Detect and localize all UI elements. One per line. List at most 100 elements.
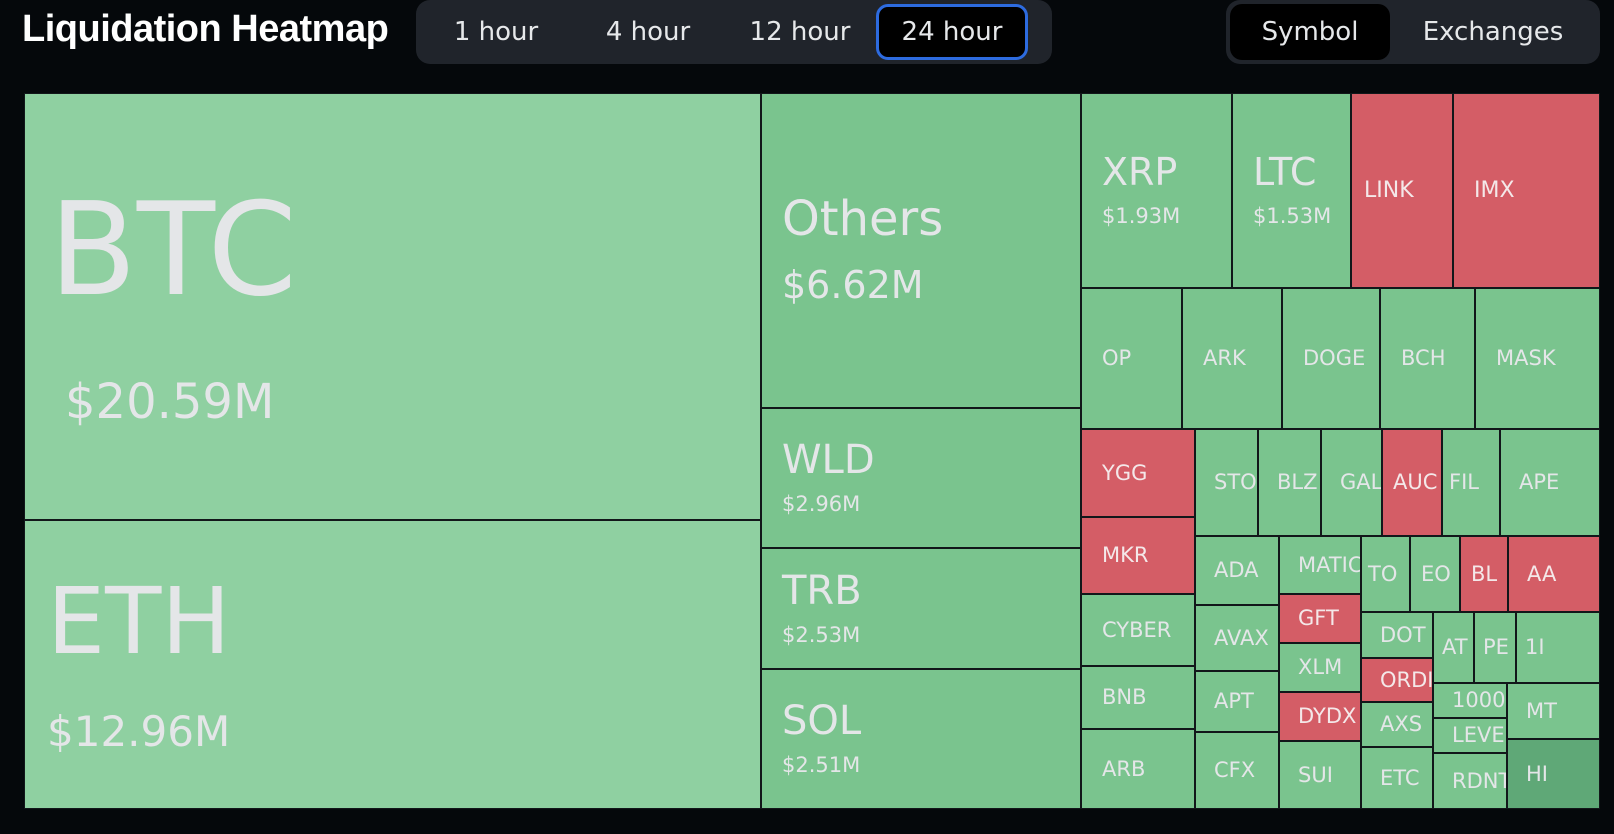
- tile-symbol: MATIC: [1298, 552, 1361, 577]
- tile-symbol: ADA: [1214, 558, 1259, 583]
- heatmap-tile-ada[interactable]: ADA: [1195, 536, 1279, 605]
- tile-symbol: GFT: [1298, 606, 1339, 631]
- tab-exchanges[interactable]: Exchanges: [1422, 17, 1564, 47]
- heatmap-tile-hi[interactable]: HI: [1507, 739, 1600, 809]
- tab-24-hour[interactable]: 24 hour: [876, 4, 1028, 60]
- heatmap-tile-ygg[interactable]: YGG: [1081, 429, 1195, 517]
- tile-symbol: TO: [1368, 561, 1398, 586]
- tile-symbol: STO: [1214, 470, 1257, 495]
- heatmap-tile-wld[interactable]: WLD $2.96M: [761, 408, 1081, 548]
- heatmap-tile-ordi[interactable]: ORDI: [1361, 658, 1433, 702]
- tile-symbol: LEVE: [1452, 723, 1505, 748]
- tile-value: $12.96M: [47, 706, 231, 756]
- heatmap-tile-bch[interactable]: BCH: [1380, 288, 1475, 429]
- heatmap-tile-mt[interactable]: MT: [1507, 683, 1600, 739]
- heatmap-tile-ark[interactable]: ARK: [1182, 288, 1282, 429]
- heatmap-tile-bl[interactable]: BL: [1460, 536, 1508, 612]
- heatmap-tile-aa[interactable]: AA: [1508, 536, 1600, 612]
- tile-symbol: XLM: [1298, 655, 1343, 680]
- heatmap-tile-xlm[interactable]: XLM: [1279, 643, 1361, 692]
- heatmap-tile-mkr[interactable]: MKR: [1081, 517, 1195, 594]
- heatmap-tile-matic[interactable]: MATIC: [1279, 536, 1361, 594]
- tile-symbol: SUI: [1298, 762, 1333, 787]
- heatmap-tile-xrp[interactable]: XRP $1.93M: [1081, 93, 1232, 288]
- heatmap-tile-sui[interactable]: SUI: [1279, 741, 1361, 809]
- heatmap-tile-mask[interactable]: MASK: [1475, 288, 1600, 429]
- heatmap-tile-eo[interactable]: EO: [1410, 536, 1460, 612]
- tile-symbol: MASK: [1496, 346, 1556, 371]
- heatmap-tile-1000s[interactable]: 1000S: [1433, 683, 1507, 718]
- tab-1-hour[interactable]: 1 hour: [453, 17, 539, 47]
- tile-symbol: IMX: [1474, 177, 1515, 203]
- tile-symbol: SOL: [782, 698, 862, 745]
- tile-symbol: APE: [1519, 470, 1560, 495]
- heatmap-tile-bnb[interactable]: BNB: [1081, 666, 1195, 729]
- heatmap-tile-leve[interactable]: LEVE: [1433, 718, 1507, 753]
- tile-symbol: FIL: [1449, 470, 1479, 495]
- heatmap-tile-at[interactable]: AT: [1433, 612, 1474, 683]
- heatmap-tile-apt[interactable]: APT: [1195, 671, 1279, 732]
- tile-symbol: ARK: [1203, 346, 1246, 371]
- heatmap-tile-link[interactable]: LINK: [1351, 93, 1453, 288]
- heatmap-tile-cyber[interactable]: CYBER: [1081, 594, 1195, 666]
- heatmap-tile-others[interactable]: Others $6.62M: [761, 93, 1081, 408]
- heatmap-tile-imx[interactable]: IMX: [1453, 93, 1600, 288]
- tile-symbol: ORDI: [1380, 667, 1433, 692]
- heatmap-tile-dydx[interactable]: DYDX: [1279, 692, 1361, 741]
- tile-symbol: MKR: [1102, 543, 1149, 568]
- tile-symbol: AT: [1442, 635, 1468, 660]
- heatmap-tile-avax[interactable]: AVAX: [1195, 605, 1279, 671]
- heatmap-tile-trb[interactable]: TRB $2.53M: [761, 548, 1081, 669]
- tile-symbol: HI: [1526, 761, 1548, 786]
- heatmap-tile-1i[interactable]: 1I: [1516, 612, 1600, 683]
- tile-symbol: GAL: [1340, 470, 1382, 495]
- tile-symbol: DYDX: [1298, 704, 1357, 729]
- heatmap-tile-rdnt[interactable]: RDNT: [1433, 753, 1507, 809]
- tile-value: $6.62M: [782, 263, 924, 308]
- heatmap-tile-to[interactable]: TO: [1361, 536, 1410, 612]
- heatmap-tile-ape[interactable]: APE: [1500, 429, 1600, 536]
- time-range-selector: 1 hour 4 hour 12 hour 24 hour: [416, 0, 1052, 64]
- tile-symbol: CFX: [1214, 758, 1256, 783]
- heatmap-tile-doge[interactable]: DOGE: [1282, 288, 1380, 429]
- heatmap-tile-op[interactable]: OP: [1081, 288, 1182, 429]
- tile-symbol: 1I: [1525, 635, 1545, 660]
- heatmap-tile-blz[interactable]: BLZ: [1258, 429, 1321, 536]
- tile-symbol: AXS: [1380, 712, 1423, 737]
- heatmap-tile-pe[interactable]: PE: [1474, 612, 1516, 683]
- heatmap-tile-fil[interactable]: FIL: [1442, 429, 1500, 536]
- tile-symbol: ARB: [1102, 756, 1146, 781]
- view-mode-selector: Symbol Exchanges: [1226, 0, 1600, 64]
- heatmap-tile-btc[interactable]: BTC $20.59M: [24, 93, 761, 520]
- tile-symbol: BCH: [1401, 346, 1446, 371]
- tile-symbol: LINK: [1364, 177, 1414, 203]
- tile-symbol: ETC: [1380, 765, 1420, 790]
- tile-value: $20.59M: [65, 374, 275, 431]
- tile-symbol: DOT: [1380, 622, 1426, 647]
- tile-symbol: WLD: [782, 437, 875, 484]
- tab-4-hour[interactable]: 4 hour: [605, 17, 691, 47]
- heatmap-tile-auc[interactable]: AUC: [1382, 429, 1442, 536]
- tile-symbol: AVAX: [1214, 625, 1269, 650]
- tile-symbol: APT: [1214, 689, 1254, 714]
- heatmap-tile-gal[interactable]: GAL: [1321, 429, 1382, 536]
- tile-symbol: EO: [1421, 561, 1451, 586]
- heatmap-tile-axs[interactable]: AXS: [1361, 702, 1433, 747]
- tile-symbol: BL: [1471, 561, 1498, 586]
- tile-symbol: RDNT: [1452, 768, 1507, 793]
- tile-symbol: 1000S: [1452, 688, 1506, 713]
- heatmap-tile-arb[interactable]: ARB: [1081, 729, 1195, 809]
- heatmap-tile-ltc[interactable]: LTC $1.53M: [1232, 93, 1351, 288]
- heatmap-tile-cfx[interactable]: CFX: [1195, 732, 1279, 809]
- tab-12-hour[interactable]: 12 hour: [749, 17, 851, 47]
- heatmap-tile-eth[interactable]: ETH $12.96M: [24, 520, 761, 809]
- tile-symbol: AUC: [1393, 470, 1438, 495]
- heatmap-tile-sol[interactable]: SOL $2.51M: [761, 669, 1081, 809]
- heatmap-tile-etc[interactable]: ETC: [1361, 747, 1433, 809]
- heatmap-tile-sto[interactable]: STO: [1195, 429, 1258, 536]
- heatmap-tile-gft[interactable]: GFT: [1279, 594, 1361, 643]
- liquidation-heatmap: BTC $20.59M ETH $12.96M Others $6.62M WLD $2.96…: [24, 93, 1600, 809]
- tile-symbol: DOGE: [1303, 346, 1366, 371]
- tab-symbol[interactable]: Symbol: [1230, 4, 1390, 60]
- heatmap-tile-dot[interactable]: DOT: [1361, 612, 1433, 658]
